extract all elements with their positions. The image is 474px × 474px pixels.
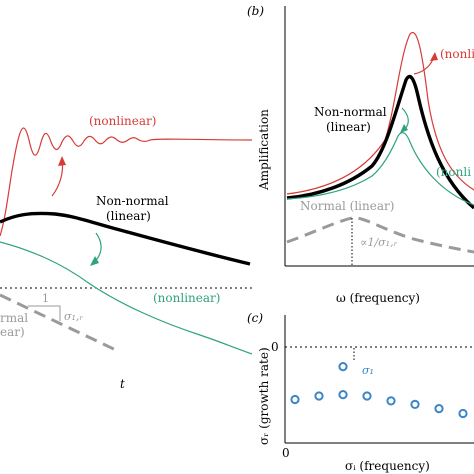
scatter-point-6 xyxy=(410,399,420,409)
panel-b-arrowhead-down xyxy=(400,124,408,133)
panel-c-xlabel: σᵢ (frequency) xyxy=(345,459,430,473)
panel-c-label: (c) xyxy=(247,311,263,325)
panel-b-xlabel: ω (frequency) xyxy=(336,291,420,305)
scatter-point-8 xyxy=(458,408,468,419)
panel-b-proportional-label: ∝1/σ₁,ᵣ xyxy=(360,236,398,249)
panel-a-nonlinear-bottom-curve xyxy=(0,241,253,355)
panel-b-nonnormal-label-2: (linear) xyxy=(326,120,371,134)
panel-b-nonnormal-curve xyxy=(286,74,474,210)
panel-a-arrowhead-down xyxy=(90,256,99,266)
panel-a-nonnormal-label-2: (linear) xyxy=(106,209,151,223)
panel-a: (nonlinear) Non-normal (linear) (nonline… xyxy=(0,114,253,391)
panel-a-xlabel: t xyxy=(120,377,125,391)
panel-a-slope-triangle xyxy=(28,305,61,321)
scatter-point-5 xyxy=(386,396,396,406)
scatter-point-2 xyxy=(314,391,324,401)
panel-a-normal-label-2: ear) xyxy=(0,325,25,339)
panel-a-slope-one: 1 xyxy=(42,292,49,305)
panel-b-nonlinear-mid-curve xyxy=(286,132,474,206)
panel-a-nonlinear-top-label: (nonlinear) xyxy=(89,114,156,128)
panel-c-points xyxy=(290,362,468,419)
panel-b-label: (b) xyxy=(247,4,264,18)
panel-b-nonlinear-mid-label: (nonli xyxy=(436,165,471,179)
panel-b: (b) Amplification ω (frequency) (nonli N… xyxy=(247,4,474,305)
panel-a-arrowhead-up xyxy=(58,156,66,166)
panel-c: (c) 0 0 σᵣ (growth rate) σᵢ (frequency) … xyxy=(247,311,474,473)
panel-a-normal-curve xyxy=(0,293,121,354)
panel-c-x-tick: 0 xyxy=(282,446,290,460)
panel-a-nonnormal-curve xyxy=(0,211,251,266)
scatter-point-sigma1 xyxy=(338,362,348,372)
panel-b-normal-label: Normal (linear) xyxy=(300,199,394,213)
panel-a-nonlinear-bottom-label: (nonlinear) xyxy=(153,291,220,305)
panel-c-y-tick: 0 xyxy=(271,340,279,354)
panel-c-point-label: σ₁ xyxy=(362,364,374,377)
panel-b-nonlinear-top-curve xyxy=(286,31,474,195)
panel-b-ylabel: Amplification xyxy=(257,109,271,191)
panel-c-ylabel: σᵣ (growth rate) xyxy=(257,347,271,445)
panel-a-nonlinear-top-curve xyxy=(0,127,253,237)
scatter-point-1 xyxy=(290,394,300,405)
scatter-point-4 xyxy=(362,391,372,401)
panel-b-arrowhead-up xyxy=(430,52,438,61)
scatter-point-3 xyxy=(338,390,348,400)
panel-b-nonnormal-label-1: Non-normal xyxy=(314,105,387,119)
panel-b-nonlinear-top-label: (nonli xyxy=(440,47,474,61)
panel-a-slope-sigma: σ₁,ᵣ xyxy=(64,310,83,323)
scatter-point-7 xyxy=(434,404,444,414)
panel-a-nonnormal-label-1: Non-normal xyxy=(96,194,169,208)
panel-a-normal-label-1: rmal xyxy=(0,311,28,325)
